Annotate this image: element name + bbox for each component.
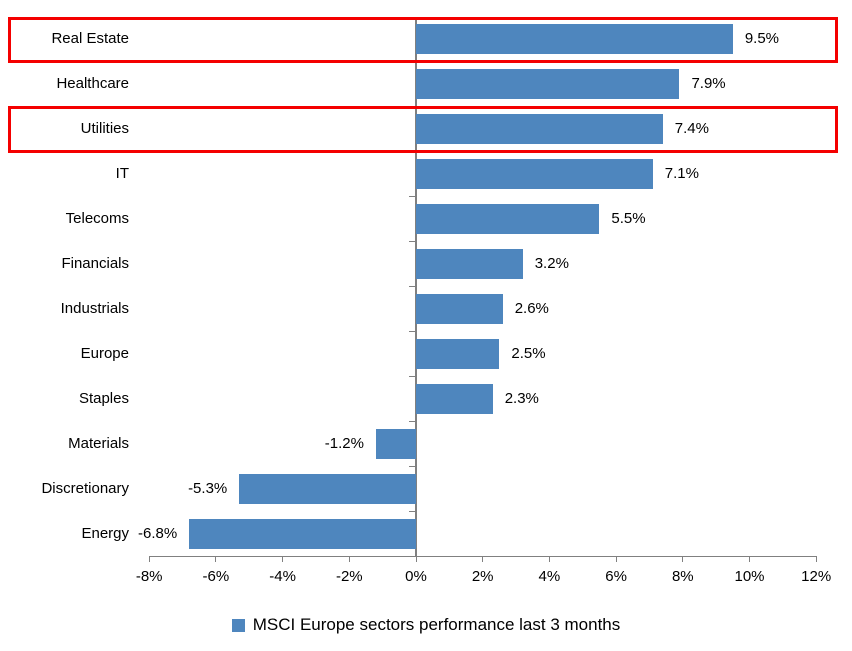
category-tick <box>409 510 416 512</box>
bar <box>416 24 733 55</box>
x-tick <box>148 556 150 562</box>
bar <box>189 518 416 549</box>
x-tick <box>482 556 484 562</box>
x-tick <box>415 556 417 562</box>
bar <box>375 428 416 459</box>
category-label: Discretionary <box>41 479 129 497</box>
value-label: 7.9% <box>691 75 726 93</box>
x-tick <box>282 556 284 562</box>
value-label: 9.5% <box>744 30 780 48</box>
category-tick <box>409 241 416 243</box>
category-label: Utilities <box>80 120 129 138</box>
x-axis-line <box>149 556 818 557</box>
x-tick <box>215 556 217 562</box>
x-tick <box>682 556 684 562</box>
value-label: -1.2% <box>324 434 364 452</box>
category-label: Staples <box>78 389 129 407</box>
bar <box>416 249 523 280</box>
x-tick-label: 10% <box>734 568 765 585</box>
x-tick <box>348 556 350 562</box>
bar <box>416 204 600 235</box>
highlight-box <box>8 106 838 154</box>
category-tick <box>409 330 416 332</box>
x-tick <box>815 556 817 562</box>
bar <box>416 114 663 145</box>
category-label: Industrials <box>60 299 129 317</box>
category-label: IT <box>115 165 129 183</box>
category-label: Real Estate <box>51 30 129 48</box>
bar <box>239 473 416 504</box>
legend-label: MSCI Europe sectors performance last 3 m… <box>252 615 621 634</box>
category-tick <box>409 465 416 467</box>
value-label: 7.1% <box>664 165 699 183</box>
x-tick-label: 2% <box>471 568 494 585</box>
value-label: -6.8% <box>138 524 178 542</box>
x-tick-label: 0% <box>405 568 427 585</box>
category-tick <box>409 420 416 422</box>
value-label: 3.2% <box>534 255 569 273</box>
x-tick-label: 4% <box>538 568 561 585</box>
bar <box>416 338 500 369</box>
category-label: Energy <box>81 524 129 542</box>
category-label: Telecoms <box>65 210 129 228</box>
value-label: 7.4% <box>674 120 709 138</box>
x-tick <box>548 556 550 562</box>
category-label: Europe <box>80 344 129 362</box>
x-tick-label: 8% <box>671 568 694 585</box>
category-tick <box>409 286 416 287</box>
category-tick <box>409 196 416 198</box>
bar <box>416 159 653 190</box>
category-tick <box>409 375 416 377</box>
bar <box>416 69 680 100</box>
legend-swatch-icon <box>231 618 245 632</box>
x-tick-label: -2% <box>335 568 363 585</box>
value-label: 2.3% <box>504 389 539 407</box>
bar <box>416 293 503 324</box>
category-label: Financials <box>61 255 129 273</box>
value-label: 5.5% <box>611 210 646 228</box>
x-tick-label: 6% <box>605 568 627 585</box>
legend: MSCI Europe sectors performance last 3 m… <box>0 612 852 638</box>
x-tick <box>749 556 750 562</box>
highlight-box <box>8 16 838 64</box>
x-tick-label: -8% <box>135 568 163 585</box>
category-label: Materials <box>68 434 129 452</box>
value-label: -5.3% <box>188 479 228 497</box>
x-tick-label: -4% <box>269 568 296 585</box>
category-label: Healthcare <box>56 75 129 93</box>
x-tick <box>615 556 617 562</box>
x-tick-label: 12% <box>801 568 832 585</box>
x-tick-label: -6% <box>202 568 230 585</box>
value-label: 2.6% <box>514 299 549 317</box>
category-tick <box>409 555 416 557</box>
bar <box>416 383 493 414</box>
value-label: 2.5% <box>511 344 546 362</box>
